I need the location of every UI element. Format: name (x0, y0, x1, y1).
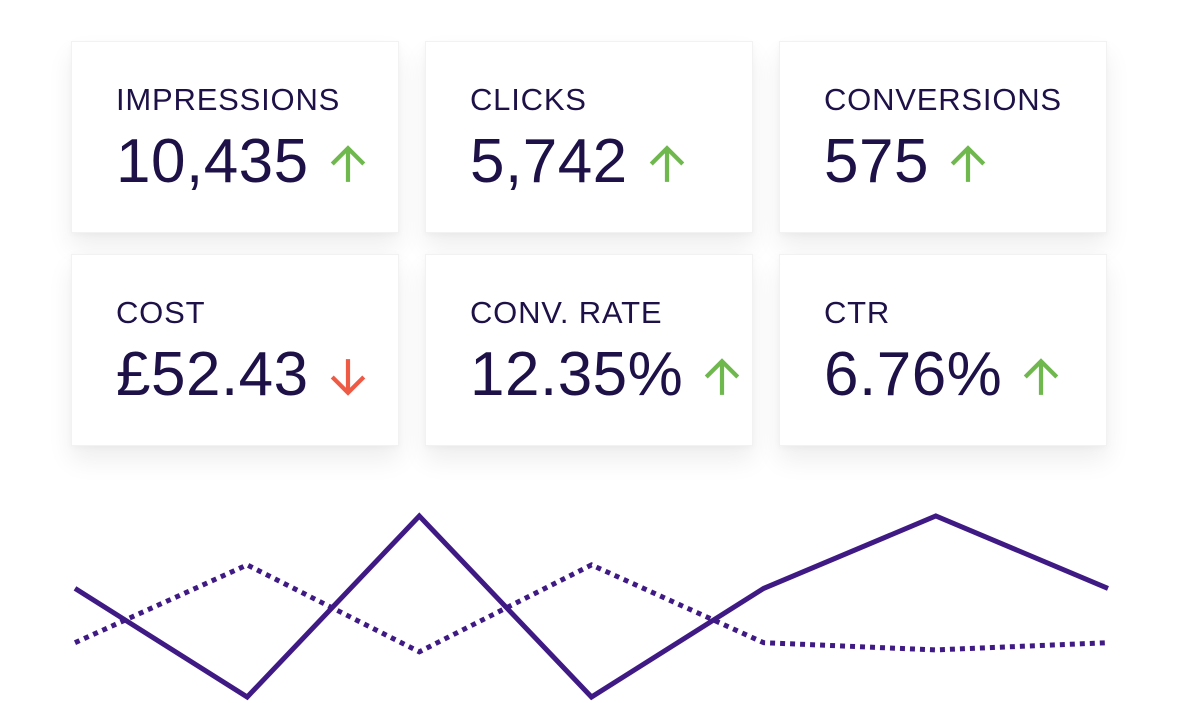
arrow-up-icon (701, 356, 743, 398)
trend-line-chart (0, 500, 1178, 703)
kpi-label: CLICKS (470, 82, 587, 117)
kpi-value: 12.35% (470, 340, 684, 409)
kpi-label: IMPRESSIONS (116, 82, 341, 117)
kpi-grid: IMPRESSIONS 10,435 CLICKS 5,742 CONVERSI… (71, 41, 1108, 446)
kpi-value: 10,435 (116, 127, 309, 196)
kpi-label: COST (116, 295, 206, 330)
kpi-card-ctr: CTR 6.76% (779, 254, 1107, 446)
kpi-card-clicks: CLICKS 5,742 (425, 41, 753, 233)
arrow-down-icon (327, 356, 369, 398)
arrow-up-icon (327, 143, 369, 185)
kpi-value: £52.43 (116, 340, 309, 409)
kpi-card-conv-rate: CONV. RATE 12.35% (425, 254, 753, 446)
line-chart-svg (73, 512, 1109, 701)
kpi-value: 6.76% (824, 340, 1003, 409)
kpi-label: CONVERSIONS (824, 82, 1062, 117)
kpi-card-impressions: IMPRESSIONS 10,435 (71, 41, 399, 233)
series-line-dotted (73, 562, 1109, 655)
kpi-card-cost: COST £52.43 (71, 254, 399, 446)
arrow-up-icon (947, 143, 989, 185)
series-line-solid (73, 512, 1109, 701)
kpi-value: 575 (824, 127, 929, 196)
kpi-label: CTR (824, 295, 891, 330)
kpi-card-conversions: CONVERSIONS 575 (779, 41, 1107, 233)
kpi-value: 5,742 (470, 127, 628, 196)
arrow-up-icon (646, 143, 688, 185)
kpi-label: CONV. RATE (470, 295, 663, 330)
arrow-up-icon (1020, 356, 1062, 398)
